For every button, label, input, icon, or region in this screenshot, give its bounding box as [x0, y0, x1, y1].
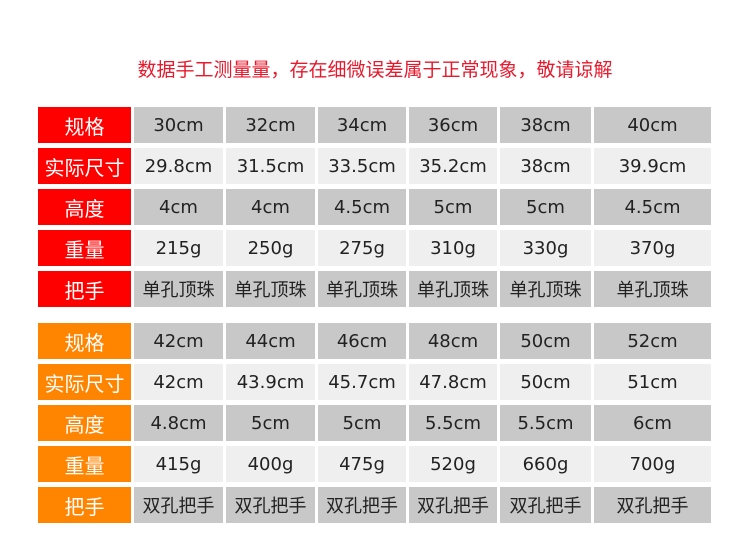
row-label: 把手 [38, 487, 131, 523]
table-cell: 520g [409, 446, 497, 482]
table-cell: 38cm [500, 148, 591, 184]
measurement-notice: 数据手工测量量，存在细微误差属于正常现象，敬请谅解 [137, 59, 613, 81]
table-cell: 单孔顶珠 [226, 271, 315, 307]
table-cell: 双孔把手 [134, 487, 223, 523]
table-cell: 47.8cm [409, 364, 497, 400]
table-cell: 45.7cm [318, 364, 406, 400]
table-cell: 250g [226, 230, 315, 266]
table-cell: 35.2cm [409, 148, 497, 184]
table-cell: 5cm [318, 405, 406, 441]
table-cell: 双孔把手 [318, 487, 406, 523]
row-label: 重量 [38, 230, 131, 266]
table-cell: 4cm [226, 189, 315, 225]
table-cell: 4.5cm [594, 189, 711, 225]
table-cell: 5cm [409, 189, 497, 225]
row-label: 规格 [38, 107, 131, 143]
table-cell: 双孔把手 [500, 487, 591, 523]
table-cell: 单孔顶珠 [500, 271, 591, 307]
table-cell: 双孔把手 [409, 487, 497, 523]
table-cell: 50cm [500, 364, 591, 400]
size-table-2: 规格 42cm 44cm 46cm 48cm 50cm 52cm 实际尺寸 42cm 43.9cm… [38, 323, 714, 523]
table-cell: 5cm [500, 189, 591, 225]
table-cell: 51cm [594, 364, 711, 400]
table-cell: 415g [134, 446, 223, 482]
row-label: 高度 [38, 189, 131, 225]
table-cell: 275g [318, 230, 406, 266]
row-label: 实际尺寸 [38, 364, 131, 400]
table-cell: 4.8cm [134, 405, 223, 441]
table-cell: 双孔把手 [226, 487, 315, 523]
table-cell: 48cm [409, 323, 497, 359]
table-cell: 31.5cm [226, 148, 315, 184]
table-cell: 4cm [134, 189, 223, 225]
table-cell: 370g [594, 230, 711, 266]
table-cell: 330g [500, 230, 591, 266]
table-cell: 43.9cm [226, 364, 315, 400]
table-cell: 单孔顶珠 [134, 271, 223, 307]
table-cell: 40cm [594, 107, 711, 143]
table-cell: 660g [500, 446, 591, 482]
table-cell: 5.5cm [500, 405, 591, 441]
table-cell: 34cm [318, 107, 406, 143]
table-cell: 32cm [226, 107, 315, 143]
table-cell: 单孔顶珠 [594, 271, 711, 307]
table-cell: 36cm [409, 107, 497, 143]
table-cell: 400g [226, 446, 315, 482]
table-cell: 6cm [594, 405, 711, 441]
table-cell: 38cm [500, 107, 591, 143]
table-cell: 33.5cm [318, 148, 406, 184]
table-cell: 44cm [226, 323, 315, 359]
table-cell: 39.9cm [594, 148, 711, 184]
table-cell: 475g [318, 446, 406, 482]
table-cell: 700g [594, 446, 711, 482]
table-cell: 42cm [134, 364, 223, 400]
table-cell: 29.8cm [134, 148, 223, 184]
row-label: 规格 [38, 323, 131, 359]
size-table-1: 规格 30cm 32cm 34cm 36cm 38cm 40cm 实际尺寸 29.8cm 31.5… [38, 107, 714, 307]
table-cell: 46cm [318, 323, 406, 359]
table-cell: 310g [409, 230, 497, 266]
table-cell: 52cm [594, 323, 711, 359]
table-cell: 42cm [134, 323, 223, 359]
row-label: 实际尺寸 [38, 148, 131, 184]
table-cell: 双孔把手 [594, 487, 711, 523]
table-cell: 5cm [226, 405, 315, 441]
table-cell: 4.5cm [318, 189, 406, 225]
table-cell: 单孔顶珠 [318, 271, 406, 307]
row-label: 高度 [38, 405, 131, 441]
table-cell: 50cm [500, 323, 591, 359]
table-cell: 215g [134, 230, 223, 266]
table-cell: 5.5cm [409, 405, 497, 441]
row-label: 重量 [38, 446, 131, 482]
table-cell: 单孔顶珠 [409, 271, 497, 307]
table-cell: 30cm [134, 107, 223, 143]
row-label: 把手 [38, 271, 131, 307]
